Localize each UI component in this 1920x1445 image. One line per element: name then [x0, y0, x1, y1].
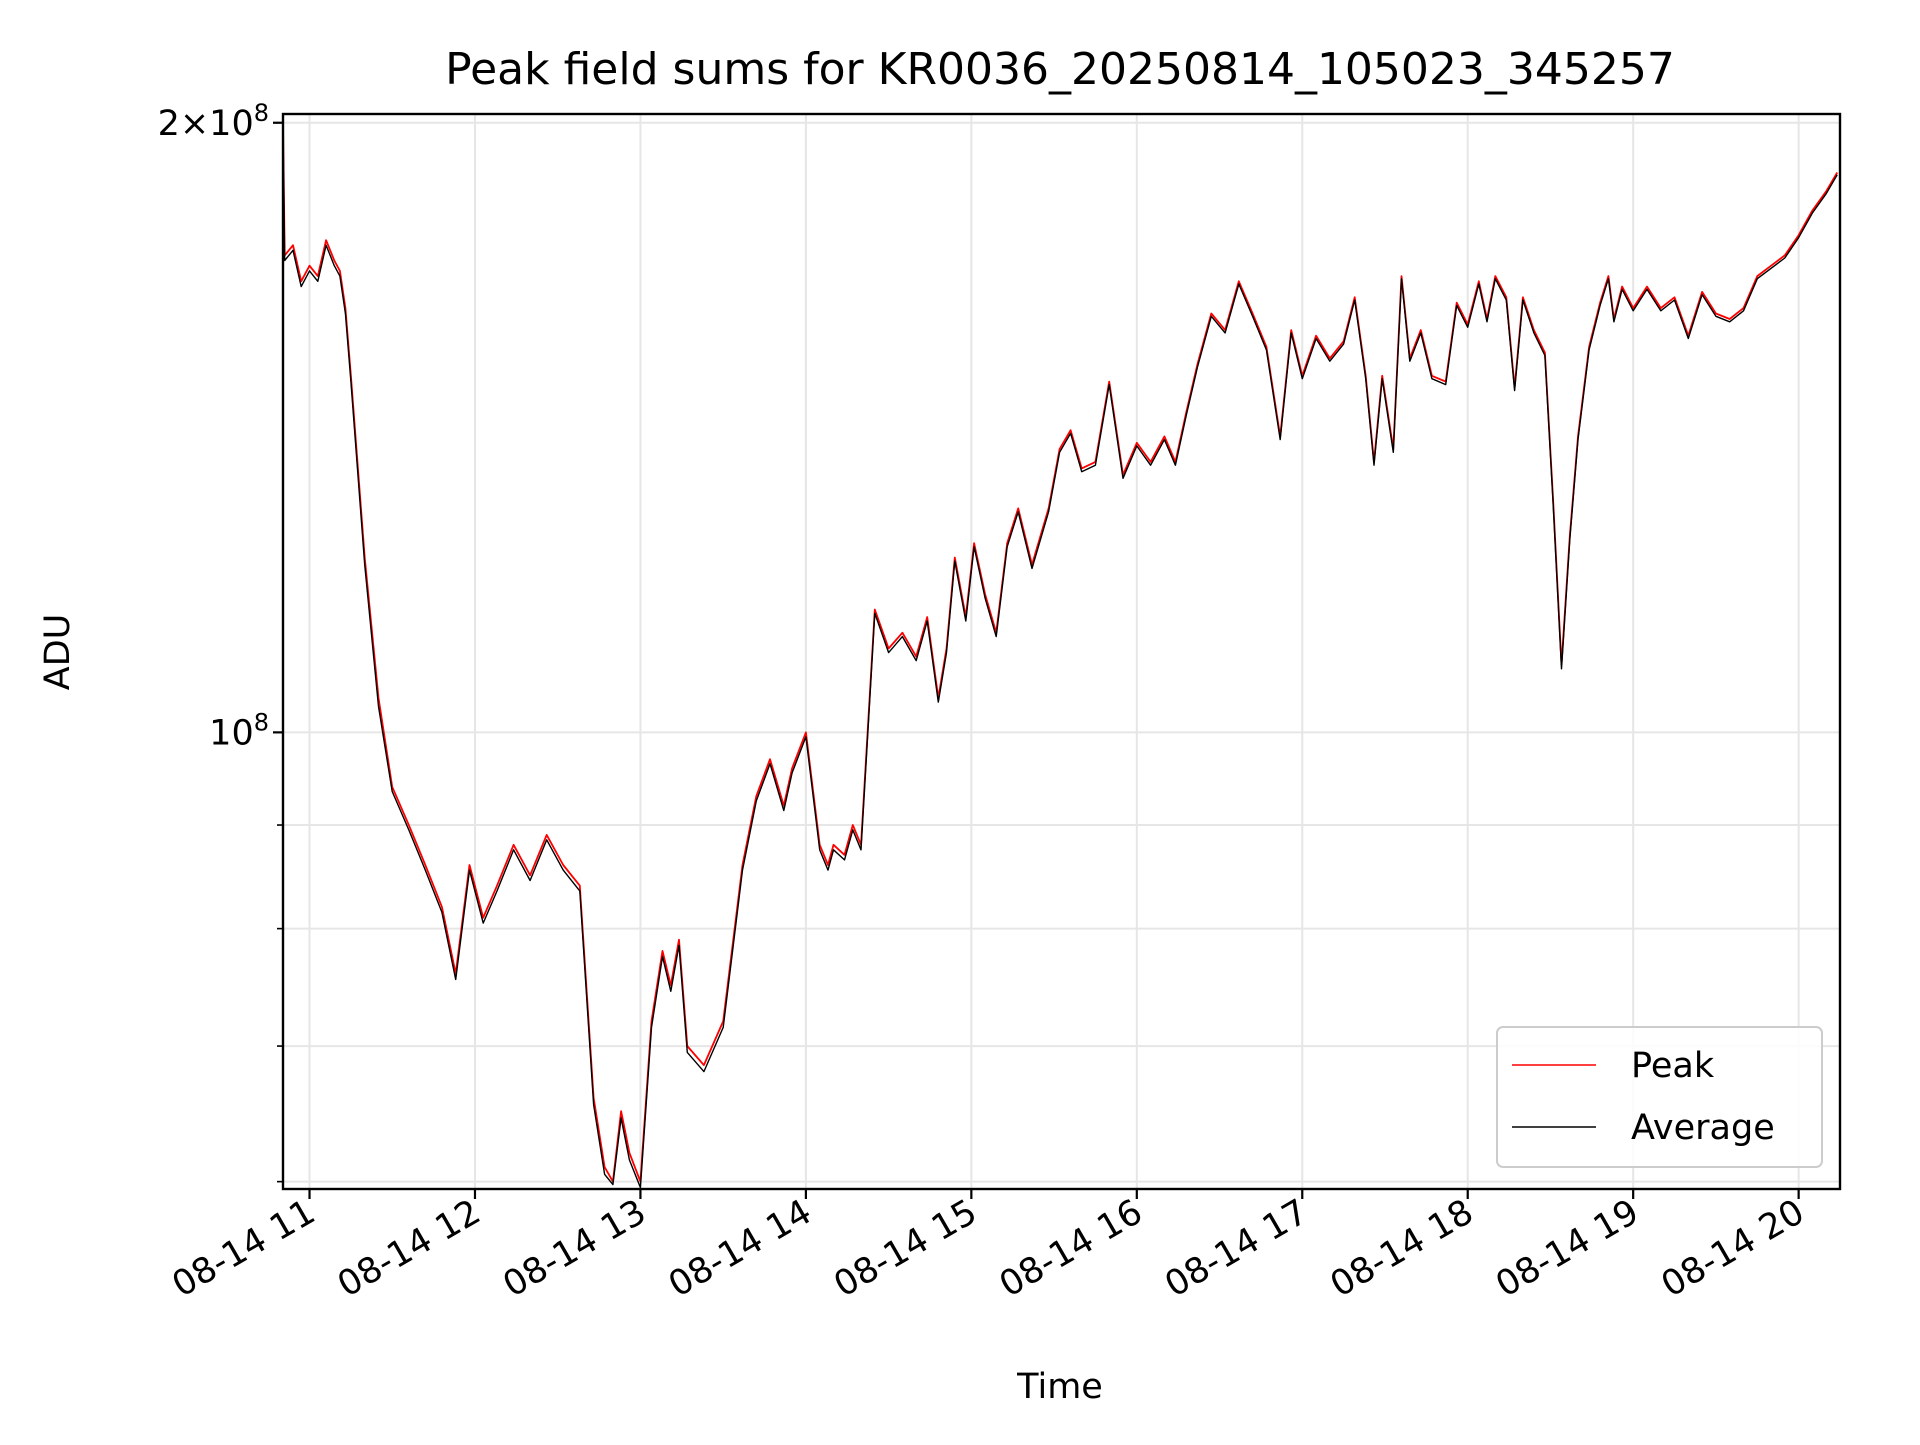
legend: Peak Average: [1496, 1026, 1823, 1168]
y-axis: 108 2×108: [158, 99, 283, 1183]
legend-label-peak: Peak: [1631, 1046, 1715, 1086]
grid: [283, 114, 1840, 1189]
x-axis-label: Time: [1016, 1367, 1103, 1407]
legend-label-average: Average: [1631, 1108, 1775, 1148]
series-line-average: [282, 127, 1838, 1189]
series-lines: [282, 122, 1838, 1189]
chart-title: Peak field sums for KR0036_20250814_1050…: [445, 44, 1675, 95]
legend-box: [1496, 1026, 1823, 1168]
y-axis-label: ADU: [38, 614, 78, 691]
y-tick-label: 108: [209, 708, 269, 753]
y-tick-label: 2×108: [158, 99, 269, 144]
plot-frame: [281, 112, 1842, 1191]
